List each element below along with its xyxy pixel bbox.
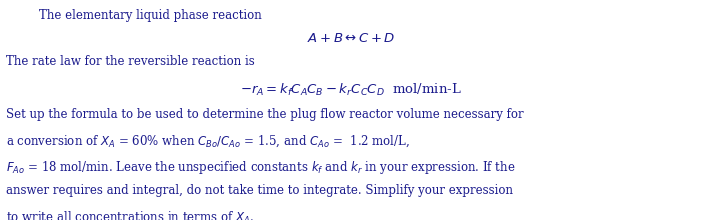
Text: a conversion of $X_A$ = 60% when $C_{Bo}/C_{Ao}$ = 1.5, and $C_{Ao}$ =  1.2 mol/: a conversion of $X_A$ = 60% when $C_{Bo}… xyxy=(6,134,409,149)
Text: to write all concentrations in terms of $X_A$.: to write all concentrations in terms of … xyxy=(6,209,254,220)
Text: Set up the formula to be used to determine the plug flow reactor volume necessar: Set up the formula to be used to determi… xyxy=(6,108,523,121)
Text: The elementary liquid phase reaction: The elementary liquid phase reaction xyxy=(39,9,261,22)
Text: $-r_A=k_fC_AC_B-k_rC_CC_D$  mol/min-L: $-r_A=k_fC_AC_B-k_rC_CC_D$ mol/min-L xyxy=(240,81,462,97)
Text: The rate law for the reversible reaction is: The rate law for the reversible reaction… xyxy=(6,55,254,68)
Text: $A+B\leftrightarrow C+D$: $A+B\leftrightarrow C+D$ xyxy=(307,32,395,45)
Text: $F_{Ao}$ = 18 mol/min. Leave the unspecified constants $k_f$ and $k_r$ in your e: $F_{Ao}$ = 18 mol/min. Leave the unspeci… xyxy=(6,159,515,176)
Text: answer requires and integral, do not take time to integrate. Simplify your expre: answer requires and integral, do not tak… xyxy=(6,184,512,197)
